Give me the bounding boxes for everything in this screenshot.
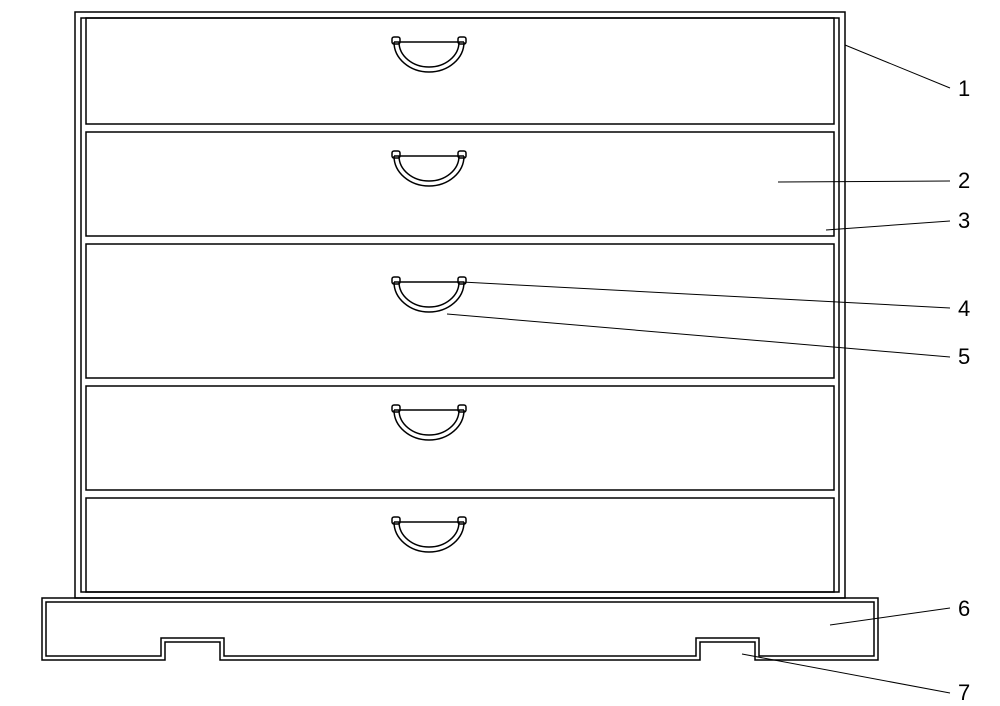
callout-label-7: 7 [958, 680, 970, 706]
leader-line-5 [447, 314, 950, 357]
drawer-5 [86, 498, 834, 592]
cabinet-diagram [0, 0, 1000, 705]
base-inner [46, 602, 874, 656]
handle-1-inner [399, 42, 459, 67]
callout-label-5: 5 [958, 344, 970, 370]
drawer-3 [86, 244, 834, 378]
handle-4-inner [399, 410, 459, 435]
drawer-4 [86, 386, 834, 490]
leader-line-4 [462, 282, 950, 308]
drawer-2 [86, 132, 834, 236]
drawer-1 [86, 18, 834, 124]
leader-line-1 [845, 45, 950, 88]
handle-2-inner [399, 156, 459, 181]
cabinet-inner-frame [81, 18, 839, 592]
callout-label-3: 3 [958, 208, 970, 234]
callout-label-6: 6 [958, 596, 970, 622]
handle-5-inner [399, 522, 459, 547]
leader-line-6 [830, 608, 950, 625]
cabinet-outer-frame [75, 12, 845, 598]
base-outer [42, 598, 878, 660]
handle-3-inner [399, 282, 459, 307]
leader-line-2 [778, 181, 950, 182]
callout-label-1: 1 [958, 76, 970, 102]
callout-label-4: 4 [958, 296, 970, 322]
callout-label-2: 2 [958, 168, 970, 194]
